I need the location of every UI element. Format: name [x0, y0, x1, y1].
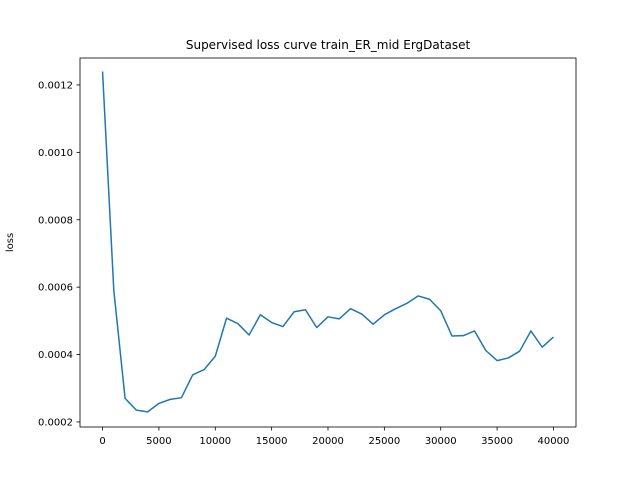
chart-title: Supervised loss curve train_ER_mid ErgDa…: [186, 38, 471, 52]
x-tick-label: 30000: [425, 436, 457, 447]
y-tick-label: 0.0010: [38, 148, 73, 159]
y-axis-label: loss: [5, 233, 16, 252]
x-tick-label: 10000: [199, 436, 231, 447]
y-tick-label: 0.0006: [38, 283, 73, 294]
x-tick-label: 20000: [312, 436, 344, 447]
y-tick-label: 0.0008: [38, 215, 73, 226]
x-tick-label: 0: [99, 436, 105, 447]
plot-frame: [79, 57, 577, 428]
plot-area: 0 5000 10000 15000 20000 25000 30000 35000 40000…: [38, 57, 577, 447]
x-tick-label: 15000: [256, 436, 288, 447]
y-tick-label: 0.0002: [38, 417, 73, 428]
x-tick-label: 25000: [368, 436, 400, 447]
y-tick-label: 0.0012: [38, 80, 73, 91]
series-line-0: [101, 71, 554, 413]
x-tick-label: 5000: [146, 436, 171, 447]
y-tick-label: 0.0004: [38, 350, 73, 361]
x-tick-label: 40000: [538, 436, 570, 447]
x-tick-label: 35000: [481, 436, 513, 447]
